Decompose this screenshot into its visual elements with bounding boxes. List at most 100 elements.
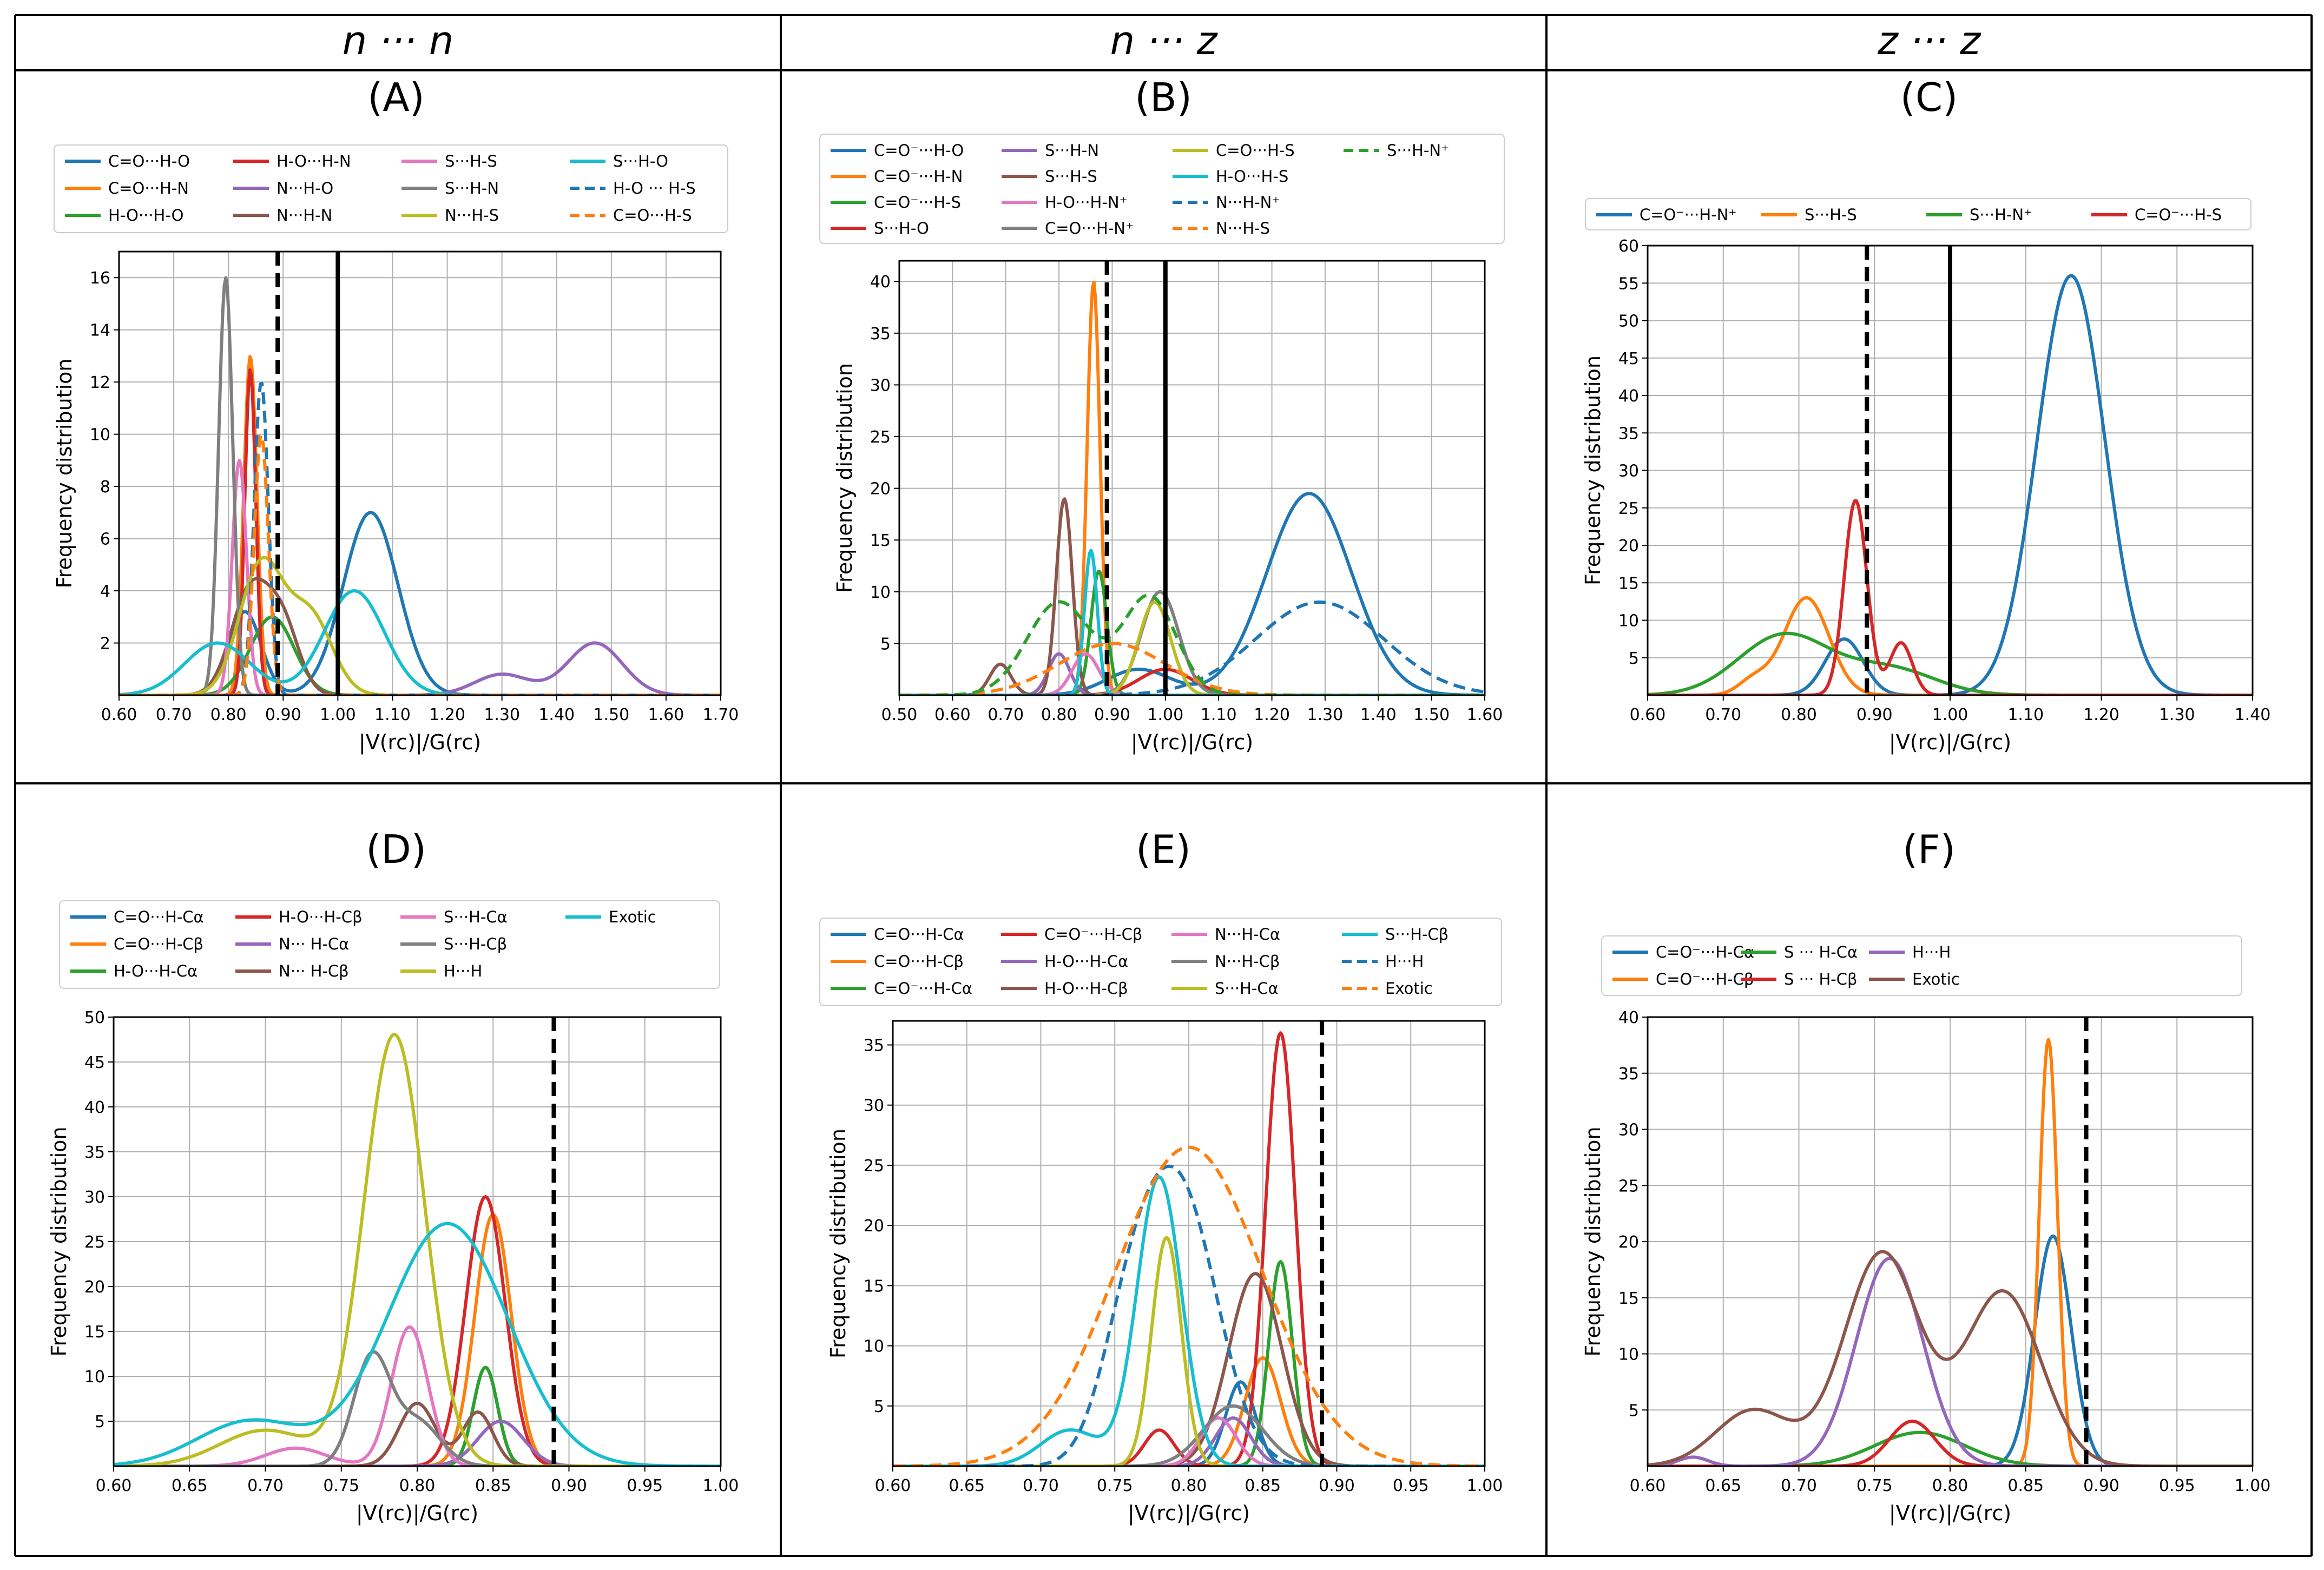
legend-label: S···H-Cα bbox=[444, 908, 508, 926]
y-tick-label: 45 bbox=[84, 1053, 105, 1072]
legend: C=O···H-Cα C=O···H-Cβ C=O⁻···H-Cα C=O⁻···H-… bbox=[819, 918, 1502, 1006]
legend-label: S···H-S bbox=[1045, 167, 1097, 186]
legend-label: H···H bbox=[444, 962, 482, 980]
x-axis-label: |V(rᴄ)|/G(rᴄ) bbox=[1889, 1501, 2011, 1526]
legend-label: S···H-N⁺ bbox=[1387, 141, 1449, 160]
legend-label: N···H-O bbox=[276, 179, 333, 197]
y-tick-label: 30 bbox=[1618, 1121, 1639, 1140]
panel-D: (D) 0.60 0.65 0.70 0.75 0.80 0.85 0.90 0.95 1.00 5… bbox=[47, 827, 739, 1526]
series-line-N···H-Cα bbox=[893, 1416, 1485, 1466]
legend-label: C=O···H-O bbox=[108, 152, 190, 170]
y-axis-label: Frequency distribution bbox=[833, 363, 857, 593]
x-tick-label: 0.90 bbox=[1856, 705, 1893, 724]
legend-label: C=O⁻···H-S bbox=[2135, 206, 2222, 224]
x-tick-label: 0.80 bbox=[1781, 705, 1817, 724]
axes-frame bbox=[898, 260, 1486, 696]
legend: C=O⁻···H-Cα C=O⁻···H-Cβ S ··· H-Cα S ··· H-… bbox=[1601, 935, 2242, 996]
y-tick-label: 35 bbox=[84, 1143, 105, 1162]
legend-label: C=O⁻···H-Cβ bbox=[1044, 925, 1142, 944]
y-axis-label: Frequency distribution bbox=[47, 1127, 71, 1357]
x-axis-label: |V(rᴄ)|/G(rᴄ) bbox=[1889, 730, 2011, 755]
legend-frame bbox=[59, 900, 720, 989]
series-line-H-O···H-Cβ bbox=[893, 1272, 1485, 1466]
y-tick-label: 20 bbox=[84, 1278, 105, 1297]
y-tick-label: 20 bbox=[1618, 1233, 1639, 1252]
y-tick-label: 50 bbox=[84, 1008, 105, 1027]
axes-frame bbox=[1647, 1016, 2254, 1467]
legend-label: S···H-Cα bbox=[1215, 979, 1279, 998]
x-tick-label: 0.90 bbox=[1094, 705, 1130, 724]
legend-label: H-O···H-N bbox=[276, 152, 351, 170]
x-tick-label: 1.30 bbox=[2159, 705, 2195, 724]
series-line-S···H-S bbox=[119, 458, 721, 695]
series-line-S···H-Cα bbox=[893, 1236, 1485, 1466]
x-tick-label: 0.60 bbox=[96, 1476, 132, 1495]
y-tick-label: 10 bbox=[84, 1368, 105, 1387]
legend-label: H···H bbox=[1912, 943, 1951, 961]
series-line-S···H-O bbox=[119, 589, 721, 695]
x-tick-label: 0.80 bbox=[1932, 1476, 1969, 1495]
y-tick-label: 35 bbox=[1618, 424, 1639, 443]
axes-frame bbox=[118, 250, 722, 696]
y-tick-label: 5 bbox=[1629, 1401, 1639, 1420]
x-tick-label: 1.10 bbox=[374, 705, 411, 724]
series-line-N···H-Cβ bbox=[893, 1404, 1485, 1466]
y-tick-label: 40 bbox=[1618, 1008, 1639, 1027]
legend-label: C=O⁻···H-Cα bbox=[1656, 943, 1754, 961]
x-tick-label: 1.40 bbox=[2235, 705, 2271, 724]
series-line-C=O⁻···H-Cβ bbox=[893, 1031, 1485, 1466]
axes-frame bbox=[1647, 245, 2254, 696]
panel-title: (B) bbox=[1135, 75, 1192, 120]
legend-label: S···H-N⁺ bbox=[1970, 206, 2032, 224]
x-tick-label: 1.70 bbox=[703, 705, 739, 724]
legend-label: S···H-Cβ bbox=[1385, 925, 1449, 944]
y-tick-label: 10 bbox=[864, 1337, 884, 1356]
y-tick-label: 30 bbox=[870, 376, 891, 395]
column-header-1: n ··· z bbox=[1110, 18, 1219, 63]
y-tick-label: 15 bbox=[864, 1277, 884, 1296]
legend-label: C=O···H-S bbox=[613, 206, 692, 225]
x-tick-label: 1.00 bbox=[1932, 705, 1969, 724]
legend-label: Exotic bbox=[1912, 970, 1960, 988]
y-tick-label: 16 bbox=[90, 269, 110, 288]
series-line-N···H-S bbox=[119, 556, 721, 695]
legend-label: N···H-Cα bbox=[1215, 925, 1280, 944]
legend: C=O···H-Cα C=O···H-Cβ H-O···H-Cα H-O···H-Cβ… bbox=[59, 900, 720, 989]
x-tick-label: 0.95 bbox=[627, 1476, 663, 1495]
legend-label: C=O⁻···H-O bbox=[874, 141, 964, 160]
legend-label: C=O···H-Cβ bbox=[874, 952, 964, 971]
axes-frame bbox=[113, 1016, 722, 1467]
x-tick-label: 0.70 bbox=[1781, 1476, 1817, 1495]
x-tick-label: 0.65 bbox=[1705, 1476, 1741, 1495]
legend: C=O⁻···H-O C=O⁻···H-N C=O⁻···H-S S···H-O S··… bbox=[819, 134, 1505, 244]
y-tick-label: 15 bbox=[84, 1323, 105, 1342]
y-tick-label: 45 bbox=[1618, 349, 1639, 368]
series-line-H-O···H-Cα bbox=[893, 1416, 1485, 1466]
x-tick-label: 0.60 bbox=[875, 1476, 911, 1495]
x-tick-label: 0.70 bbox=[156, 705, 192, 724]
x-tick-label: 1.10 bbox=[1201, 705, 1237, 724]
legend-label: S···H-N bbox=[1045, 141, 1099, 160]
x-tick-label: 0.95 bbox=[2159, 1476, 2195, 1495]
series-line-S···H-N bbox=[119, 276, 721, 695]
legend-label: N··· H-Cα bbox=[279, 935, 349, 953]
legend-label: H-O···H-Cβ bbox=[279, 908, 363, 926]
x-tick-label: 0.65 bbox=[172, 1476, 208, 1495]
y-tick-label: 14 bbox=[90, 321, 110, 340]
x-tick-label: 0.85 bbox=[2007, 1476, 2044, 1495]
x-axis-label: |V(rᴄ)|/G(rᴄ) bbox=[1131, 730, 1253, 755]
y-tick-label: 50 bbox=[1618, 312, 1639, 331]
legend-label: C=O···H-Cα bbox=[114, 908, 204, 926]
series-line-S···H-S bbox=[899, 497, 1485, 695]
y-tick-label: 40 bbox=[1618, 387, 1639, 406]
legend-label: H-O···H-S bbox=[1216, 167, 1288, 186]
x-tick-label: 0.95 bbox=[1393, 1476, 1429, 1495]
y-axis-label: Frequency distribution bbox=[826, 1129, 850, 1358]
x-tick-label: 0.60 bbox=[1630, 705, 1666, 724]
legend-label: S···H-Cβ bbox=[444, 935, 507, 953]
series-line-C=O⁻···H-O bbox=[899, 492, 1485, 695]
x-tick-label: 0.75 bbox=[323, 1476, 359, 1495]
column-header-2: z ··· z bbox=[1877, 18, 1981, 63]
series-line-Exotic bbox=[114, 1222, 721, 1466]
legend-frame bbox=[1585, 198, 2251, 230]
